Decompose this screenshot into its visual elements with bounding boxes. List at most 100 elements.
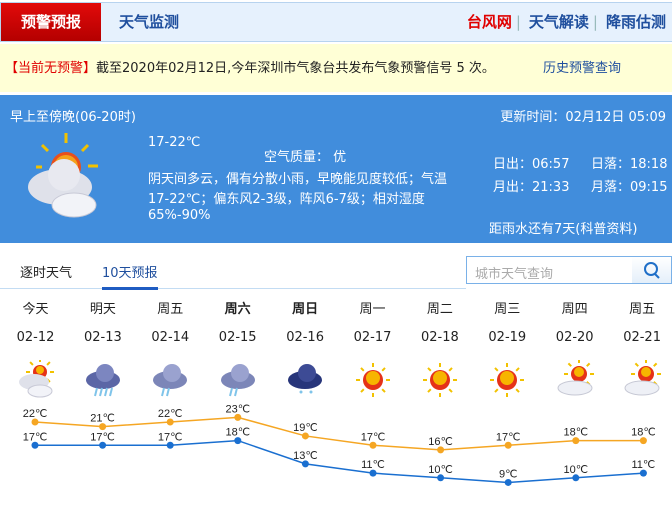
data-point (31, 418, 39, 426)
sun-cloud-icon (557, 360, 594, 396)
description-line: 65%-90% (148, 208, 211, 223)
date-label: 02-15 (218, 330, 257, 345)
cloudy-sun-icon (18, 360, 54, 398)
day-label: 今天 (22, 302, 49, 317)
forecast-day: 周四 02-20 (541, 300, 608, 400)
data-label: 17℃ (361, 431, 386, 443)
date-label: 02-12 (16, 330, 55, 345)
data-label: 10℃ (428, 464, 453, 476)
forecast-day: 周日 02-16 (272, 300, 339, 400)
data-point (504, 478, 512, 486)
search-button[interactable] (632, 256, 672, 284)
moonrise: 月出：21:33 (493, 180, 570, 195)
data-point (234, 437, 242, 445)
tab-hourly[interactable]: 逐时天气 (20, 266, 73, 281)
series-line (35, 439, 644, 484)
data-label: 16℃ (428, 436, 453, 448)
data-point (369, 469, 377, 477)
data-point (639, 437, 647, 445)
forecast-day: 周五 02-21 (609, 300, 672, 400)
search-icon (644, 262, 660, 279)
date-label: 02-14 (151, 330, 190, 345)
nav-weather-monitor[interactable]: 天气监测 (119, 13, 180, 31)
data-point (437, 474, 445, 482)
warning-text: 截至2020年02月12日,今年深圳市气象台共发布气象预警信号 5 次。 (96, 61, 495, 76)
data-label: 11℃ (361, 459, 385, 471)
forecast-day: 周五 02-14 (137, 300, 204, 400)
data-point (301, 460, 309, 468)
data-label: 17℃ (90, 431, 115, 443)
data-label: 22℃ (158, 408, 183, 420)
forecast-day: 今天 02-12 (2, 300, 69, 400)
temperature-chart: 22℃ 21℃ 22℃ 23℃ 19℃ 17℃ 16℃ 17℃ 18℃ 18℃ 17℃ 17℃ 17℃ 1… (23, 403, 656, 486)
date-label: 02-20 (555, 330, 594, 345)
data-point (166, 418, 174, 426)
period: 早上至傍晚(06-20时) (10, 110, 136, 125)
data-point (504, 441, 512, 449)
data-point (234, 413, 242, 421)
day-label: 明天 (89, 302, 116, 317)
date-label: 02-19 (488, 330, 527, 345)
warning-bar: 【当前无预警】截至2020年02月12日,今年深圳市气象台共发布气象预警信号 5… (0, 44, 672, 92)
day-label: 周二 (426, 302, 453, 317)
date-label: 02-17 (353, 330, 392, 345)
divider: | (592, 13, 598, 31)
data-point (572, 437, 580, 445)
day-label: 周日 (292, 302, 319, 317)
tab-10day[interactable]: 10天预报 (102, 262, 158, 290)
data-point (99, 441, 107, 449)
moonset: 月落：09:15 (591, 180, 668, 195)
divider: | (515, 13, 521, 31)
day-label: 周四 (561, 302, 588, 317)
forecast-day: 周二 02-18 (406, 300, 473, 400)
data-label: 17℃ (23, 431, 48, 443)
data-point (301, 432, 309, 440)
air-quality: 空气质量： 优 (264, 150, 347, 165)
warning-status: 【当前无预警】 (5, 61, 97, 76)
day-label: 周五 (629, 302, 656, 317)
data-label: 13℃ (293, 450, 318, 462)
sunset: 日落：18:18 (591, 157, 668, 172)
rain-countdown-link[interactable]: 距雨水还有7天(科普资料) (489, 222, 638, 237)
moderate-rain-icon (153, 364, 188, 397)
date-label: 02-16 (286, 330, 324, 345)
sunny-icon (355, 363, 390, 397)
city-search-input[interactable]: 城市天气查询 (466, 256, 633, 284)
data-point (369, 441, 377, 449)
description-line: 阴天间多云，偶有分散小雨，早晚能见度较低；气温 (148, 172, 448, 187)
nav-warning-forecast[interactable]: 预警预报 (1, 3, 101, 41)
forecast-day: 明天 02-13 (69, 300, 136, 400)
series-line (34, 416, 644, 451)
date-label: 02-13 (84, 330, 122, 345)
nav-rain-estimate[interactable]: 降雨估测 (605, 13, 666, 31)
nav-interpret[interactable]: 天气解读 (528, 13, 589, 31)
forecast-tabs: 逐时天气 10天预报 (0, 258, 466, 290)
data-label: 19℃ (293, 422, 318, 434)
day-label: 周六 (224, 302, 251, 317)
data-label: 18℃ (226, 427, 251, 439)
sunrise: 日出：06:57 (493, 157, 570, 172)
moderate-rain-icon (220, 364, 255, 397)
temperature: 17-22℃ (148, 135, 201, 150)
data-label: 9℃ (499, 468, 517, 480)
day-label: 周一 (359, 302, 386, 317)
history-warning-link[interactable]: 历史预警查询 (543, 61, 622, 76)
nav-typhoon[interactable]: 台风网 (466, 13, 512, 31)
heavy-rain-icon (85, 364, 120, 397)
day-label: 周三 (494, 302, 521, 317)
data-point (31, 441, 39, 449)
data-label: 18℃ (564, 427, 589, 439)
day-label: 周五 (157, 302, 184, 317)
data-point (166, 441, 174, 449)
data-point (437, 446, 445, 454)
data-label: 10℃ (564, 464, 589, 476)
top-nav: 预警预报 天气监测 台风网 | 天气解读 | 降雨估测 (0, 2, 672, 42)
sunny-icon (490, 363, 525, 397)
data-point (99, 423, 107, 431)
data-label: 17℃ (158, 431, 183, 443)
date-label: 02-18 (421, 330, 459, 345)
data-label: 23℃ (226, 403, 251, 415)
forecast-day: 周一 02-17 (339, 300, 406, 400)
update-time: 更新时间：02月12日 05:09 (500, 110, 666, 125)
data-label: 21℃ (90, 413, 115, 425)
